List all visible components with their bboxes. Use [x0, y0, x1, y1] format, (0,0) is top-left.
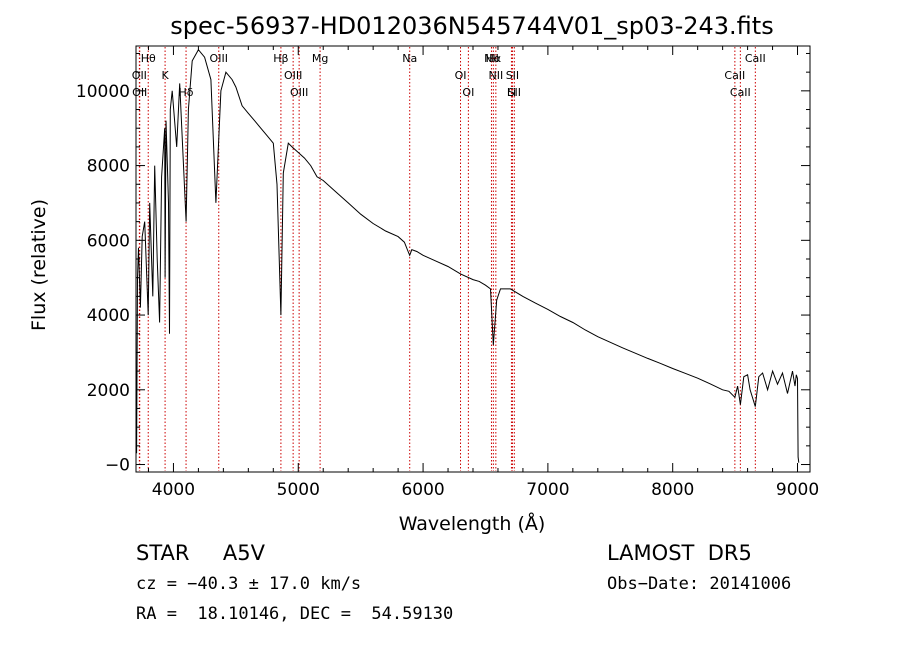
x-axis: 4000 5000 6000 7000 8000 9000 [147, 46, 819, 500]
y-tick-label: 8000 [87, 157, 130, 177]
marker-label: NII [484, 52, 499, 65]
coordinates: RA = 18.10146, DEC = 54.59130 [136, 604, 454, 624]
marker-label: SII [508, 86, 521, 99]
y-tick-label: 2000 [87, 381, 130, 401]
marker-label: OI [462, 86, 474, 99]
marker-label: K [161, 69, 169, 82]
marker-label: NII [488, 69, 503, 82]
marker-label: Hβ [273, 52, 288, 65]
marker-label: OI [455, 69, 467, 82]
x-tick-label: 4000 [152, 480, 195, 500]
marker-label: Hδ [179, 86, 194, 99]
marker-lines [138, 47, 756, 471]
marker-label: CaII [730, 86, 751, 99]
marker-label: Li [507, 86, 516, 99]
x-tick-label: 9000 [776, 480, 819, 500]
y-tick-label: 10000 [76, 82, 130, 102]
y-axis: −0 2000 4000 6000 8000 10000 [76, 52, 810, 476]
marker-label: OII [132, 69, 147, 82]
y-tick-label: −0 [105, 456, 130, 476]
marker-label: Hα [486, 52, 502, 65]
marker-label: OIII [284, 69, 302, 82]
marker-label: Mg [312, 52, 328, 65]
y-tick-label: 6000 [87, 231, 130, 251]
x-tick-label: 8000 [651, 480, 694, 500]
marker-label: SII [506, 69, 519, 82]
y-tick-label: 4000 [87, 306, 130, 326]
object-class: STAR A5V [136, 541, 265, 565]
redshift-line: cz = −40.3 ± 17.0 km/s [136, 574, 362, 594]
x-tick-label: 7000 [526, 480, 569, 500]
marker-label: CaII [724, 69, 745, 82]
y-axis-label: Flux (relative) [28, 199, 50, 331]
marker-label: OII [132, 86, 147, 99]
marker-label: CaII [745, 52, 766, 65]
marker-label: Na [402, 52, 417, 65]
survey-name: LAMOST DR5 [607, 541, 752, 565]
x-tick-label: 5000 [277, 480, 320, 500]
x-tick-label: 6000 [401, 480, 444, 500]
marker-label: OIII [210, 52, 228, 65]
chart-title: spec-56937-HD012036N545744V01_sp03-243.f… [170, 12, 773, 40]
x-axis-label: Wavelength (Å) [399, 512, 546, 535]
marker-label: Hθ [141, 52, 156, 65]
marker-labels: HβOIIOIIHθKHδOIIIOIIIOIIINaOIOIHαSIISIIN… [132, 52, 766, 99]
plot-frame [135, 45, 811, 473]
marker-label: OIII [290, 86, 308, 99]
spectrum-line [135, 48, 800, 465]
obs-date: Obs−Date: 20141006 [607, 574, 792, 594]
